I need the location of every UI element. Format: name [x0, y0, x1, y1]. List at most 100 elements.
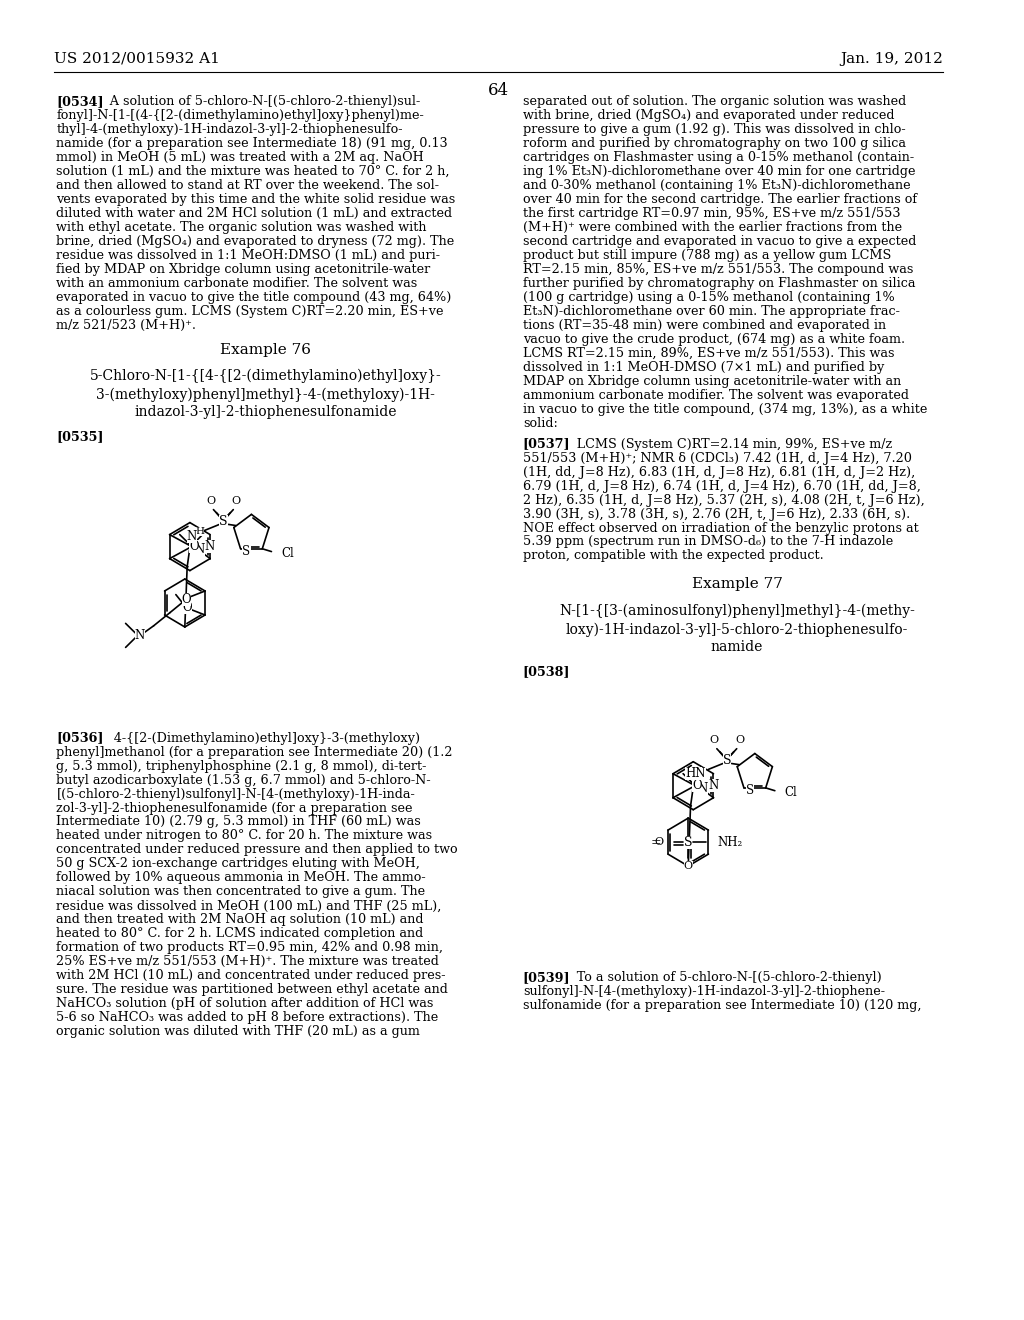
Text: A solution of 5-chloro-N-[(5-chloro-2-thienyl)sul-: A solution of 5-chloro-N-[(5-chloro-2-th… [97, 95, 421, 108]
Text: O: O [735, 735, 744, 744]
Text: tions (RT=35-48 min) were combined and evaporated in: tions (RT=35-48 min) were combined and e… [523, 318, 886, 331]
Text: MDAP on Xbridge column using acetonitrile-water with an: MDAP on Xbridge column using acetonitril… [523, 375, 901, 388]
Text: fied by MDAP on Xbridge column using acetonitrile-water: fied by MDAP on Xbridge column using ace… [56, 263, 431, 276]
Text: mmol) in MeOH (5 mL) was treated with a 2M aq. NaOH: mmol) in MeOH (5 mL) was treated with a … [56, 150, 424, 164]
Text: ammonium carbonate modifier. The solvent was evaporated: ammonium carbonate modifier. The solvent… [523, 388, 909, 401]
Text: butyl azodicarboxylate (1.53 g, 6.7 mmol) and 5-chloro-N-: butyl azodicarboxylate (1.53 g, 6.7 mmol… [56, 774, 431, 787]
Text: O: O [189, 540, 199, 553]
Text: Intermediate 10) (2.79 g, 5.3 mmol) in THF (60 mL) was: Intermediate 10) (2.79 g, 5.3 mmol) in T… [56, 816, 421, 829]
Text: Jan. 19, 2012: Jan. 19, 2012 [841, 51, 943, 66]
Text: LCMS (System C)RT=2.14 min, 99%, ES+ve m/z: LCMS (System C)RT=2.14 min, 99%, ES+ve m… [564, 438, 892, 450]
Text: namide: namide [711, 640, 763, 655]
Text: [(5-chloro-2-thienyl)sulfonyl]-N-[4-(methyloxy)-1H-inda-: [(5-chloro-2-thienyl)sulfonyl]-N-[4-(met… [56, 788, 415, 800]
Text: 3-(methyloxy)phenyl]methyl}-4-(methyloxy)-1H-: 3-(methyloxy)phenyl]methyl}-4-(methyloxy… [96, 387, 435, 401]
Text: LCMS RT=2.15 min, 89%, ES+ve m/z 551/553). This was: LCMS RT=2.15 min, 89%, ES+ve m/z 551/553… [523, 347, 894, 360]
Text: NH₂: NH₂ [718, 836, 743, 849]
Text: O: O [206, 495, 215, 506]
Text: S: S [684, 836, 692, 849]
Text: with 2M HCl (10 mL) and concentrated under reduced pres-: with 2M HCl (10 mL) and concentrated und… [56, 969, 446, 982]
Text: in vacuo to give the title compound, (374 mg, 13%), as a white: in vacuo to give the title compound, (37… [523, 403, 928, 416]
Text: S: S [745, 784, 754, 797]
Text: O: O [182, 602, 191, 614]
Text: N: N [697, 781, 708, 795]
Text: =: = [650, 837, 662, 850]
Text: 551/553 (M+H)⁺; NMR δ (CDCl₃) 7.42 (1H, d, J=4 Hz), 7.20: 551/553 (M+H)⁺; NMR δ (CDCl₃) 7.42 (1H, … [523, 451, 911, 465]
Text: organic solution was diluted with THF (20 mL) as a gum: organic solution was diluted with THF (2… [56, 1026, 420, 1039]
Text: [0538]: [0538] [523, 665, 570, 678]
Text: (1H, dd, J=8 Hz), 6.83 (1H, d, J=8 Hz), 6.81 (1H, d, J=2 Hz),: (1H, dd, J=8 Hz), 6.83 (1H, d, J=8 Hz), … [523, 466, 915, 479]
Text: and then allowed to stand at RT over the weekend. The sol-: and then allowed to stand at RT over the… [56, 180, 439, 191]
Text: proton, compatible with the expected product.: proton, compatible with the expected pro… [523, 549, 823, 562]
Text: [0536]: [0536] [56, 731, 104, 744]
Text: Et₃N)-dichloromethane over 60 min. The appropriate frac-: Et₃N)-dichloromethane over 60 min. The a… [523, 305, 900, 318]
Text: sure. The residue was partitioned between ethyl acetate and: sure. The residue was partitioned betwee… [56, 983, 449, 997]
Text: O: O [654, 837, 664, 847]
Text: pressure to give a gum (1.92 g). This was dissolved in chlo-: pressure to give a gum (1.92 g). This wa… [523, 123, 905, 136]
Text: (100 g cartridge) using a 0-15% methanol (containing 1%: (100 g cartridge) using a 0-15% methanol… [523, 290, 895, 304]
Text: N: N [205, 540, 215, 553]
Text: brine, dried (MgSO₄) and evaporated to dryness (72 mg). The: brine, dried (MgSO₄) and evaporated to d… [56, 235, 455, 248]
Text: niacal solution was then concentrated to give a gum. The: niacal solution was then concentrated to… [56, 886, 426, 899]
Text: N-[1-{[3-(aminosulfonyl)phenyl]methyl}-4-(methy-: N-[1-{[3-(aminosulfonyl)phenyl]methyl}-4… [559, 605, 915, 618]
Text: N: N [195, 543, 205, 556]
Text: Cl: Cl [282, 546, 294, 560]
Text: cartridges on Flashmaster using a 0-15% methanol (contain-: cartridges on Flashmaster using a 0-15% … [523, 150, 914, 164]
Text: residue was dissolved in 1:1 MeOH:DMSO (1 mL) and puri-: residue was dissolved in 1:1 MeOH:DMSO (… [56, 249, 440, 261]
Text: phenyl]methanol (for a preparation see Intermediate 20) (1.2: phenyl]methanol (for a preparation see I… [56, 746, 453, 759]
Text: S: S [723, 754, 731, 767]
Text: residue was dissolved in MeOH (100 mL) and THF (25 mL),: residue was dissolved in MeOH (100 mL) a… [56, 899, 441, 912]
Text: [0534]: [0534] [56, 95, 104, 108]
Text: 3.90 (3H, s), 3.78 (3H, s), 2.76 (2H, t, J=6 Hz), 2.33 (6H, s).: 3.90 (3H, s), 3.78 (3H, s), 2.76 (2H, t,… [523, 507, 910, 520]
Text: heated to 80° C. for 2 h. LCMS indicated completion and: heated to 80° C. for 2 h. LCMS indicated… [56, 928, 424, 940]
Text: (M+H)⁺ were combined with the earlier fractions from the: (M+H)⁺ were combined with the earlier fr… [523, 220, 902, 234]
Text: fonyl]-N-[1-[(4-{[2-(dimethylamino)ethyl]oxy}phenyl)me-: fonyl]-N-[1-[(4-{[2-(dimethylamino)ethyl… [56, 110, 424, 121]
Text: 5.39 ppm (spectrum run in DMSO-d₆) to the 7-H indazole: 5.39 ppm (spectrum run in DMSO-d₆) to th… [523, 536, 893, 549]
Text: 5-Chloro-N-[1-{[4-{[2-(dimethylamino)ethyl]oxy}-: 5-Chloro-N-[1-{[4-{[2-(dimethylamino)eth… [90, 370, 441, 384]
Text: separated out of solution. The organic solution was washed: separated out of solution. The organic s… [523, 95, 906, 108]
Text: Example 77: Example 77 [691, 577, 782, 591]
Text: O: O [181, 593, 191, 606]
Text: 5-6 so NaHCO₃ was added to pH 8 before extractions). The: 5-6 so NaHCO₃ was added to pH 8 before e… [56, 1011, 438, 1024]
Text: [0537]: [0537] [523, 438, 570, 450]
Text: with brine, dried (MgSO₄) and evaporated under reduced: with brine, dried (MgSO₄) and evaporated… [523, 110, 894, 121]
Text: sulfonyl]-N-[4-(methyloxy)-1H-indazol-3-yl]-2-thiophene-: sulfonyl]-N-[4-(methyloxy)-1H-indazol-3-… [523, 985, 885, 998]
Text: zol-3-yl]-2-thiophenesulfonamide (for a preparation see: zol-3-yl]-2-thiophenesulfonamide (for a … [56, 801, 413, 814]
Text: O: O [231, 495, 241, 506]
Text: solution (1 mL) and the mixture was heated to 70° C. for 2 h,: solution (1 mL) and the mixture was heat… [56, 165, 450, 178]
Text: 4-{[2-(Dimethylamino)ethyl]oxy}-3-(methyloxy): 4-{[2-(Dimethylamino)ethyl]oxy}-3-(methy… [97, 731, 421, 744]
Text: O: O [684, 861, 693, 870]
Text: 25% ES+ve m/z 551/553 (M+H)⁺. The mixture was treated: 25% ES+ve m/z 551/553 (M+H)⁺. The mixtur… [56, 956, 439, 969]
Text: as a colourless gum. LCMS (System C)RT=2.20 min, ES+ve: as a colourless gum. LCMS (System C)RT=2… [56, 305, 444, 318]
Text: thyl]-4-(methyloxy)-1H-indazol-3-yl]-2-thiophenesulfo-: thyl]-4-(methyloxy)-1H-indazol-3-yl]-2-t… [56, 123, 403, 136]
Text: sulfonamide (for a preparation see Intermediate 10) (120 mg,: sulfonamide (for a preparation see Inter… [523, 999, 922, 1011]
Text: H: H [196, 527, 205, 536]
Text: loxy)-1H-indazol-3-yl]-5-chloro-2-thiophenesulfo-: loxy)-1H-indazol-3-yl]-5-chloro-2-thioph… [566, 622, 908, 636]
Text: roform and purified by chromatography on two 100 g silica: roform and purified by chromatography on… [523, 137, 906, 150]
Text: and 0-30% methanol (containing 1% Et₃N)-dichloromethane: and 0-30% methanol (containing 1% Et₃N)-… [523, 180, 910, 191]
Text: the first cartridge RT=0.97 min, 95%, ES+ve m/z 551/553: the first cartridge RT=0.97 min, 95%, ES… [523, 207, 900, 220]
Text: vacuo to give the crude product, (674 mg) as a white foam.: vacuo to give the crude product, (674 mg… [523, 333, 905, 346]
Text: concentrated under reduced pressure and then applied to two: concentrated under reduced pressure and … [56, 843, 458, 857]
Text: 64: 64 [488, 82, 509, 99]
Text: N: N [709, 779, 719, 792]
Text: product but still impure (788 mg) as a yellow gum LCMS: product but still impure (788 mg) as a y… [523, 249, 891, 261]
Text: and then treated with 2M NaOH aq solution (10 mL) and: and then treated with 2M NaOH aq solutio… [56, 913, 424, 927]
Text: formation of two products RT=0.95 min, 42% and 0.98 min,: formation of two products RT=0.95 min, 4… [56, 941, 443, 954]
Text: indazol-3-yl]-2-thiophenesulfonamide: indazol-3-yl]-2-thiophenesulfonamide [134, 405, 397, 420]
Text: O: O [692, 779, 702, 792]
Text: Cl: Cl [784, 787, 798, 799]
Text: vents evaporated by this time and the white solid residue was: vents evaporated by this time and the wh… [56, 193, 456, 206]
Text: second cartridge and evaporated in vacuo to give a expected: second cartridge and evaporated in vacuo… [523, 235, 916, 248]
Text: HN: HN [685, 767, 706, 780]
Text: S: S [243, 545, 251, 558]
Text: 2 Hz), 6.35 (1H, d, J=8 Hz), 5.37 (2H, s), 4.08 (2H, t, J=6 Hz),: 2 Hz), 6.35 (1H, d, J=8 Hz), 5.37 (2H, s… [523, 494, 925, 507]
Text: solid:: solid: [523, 417, 558, 429]
Text: dissolved in 1:1 MeOH-DMSO (7×1 mL) and purified by: dissolved in 1:1 MeOH-DMSO (7×1 mL) and … [523, 360, 885, 374]
Text: further purified by chromatography on Flashmaster on silica: further purified by chromatography on Fl… [523, 277, 915, 290]
Text: g, 5.3 mmol), triphenylphosphine (2.1 g, 8 mmol), di-tert-: g, 5.3 mmol), triphenylphosphine (2.1 g,… [56, 759, 427, 772]
Text: with ethyl acetate. The organic solution was washed with: with ethyl acetate. The organic solution… [56, 220, 427, 234]
Text: N: N [187, 529, 198, 543]
Text: namide (for a preparation see Intermediate 18) (91 mg, 0.13: namide (for a preparation see Intermedia… [56, 137, 449, 150]
Text: diluted with water and 2M HCl solution (1 mL) and extracted: diluted with water and 2M HCl solution (… [56, 207, 453, 220]
Text: S: S [219, 515, 227, 528]
